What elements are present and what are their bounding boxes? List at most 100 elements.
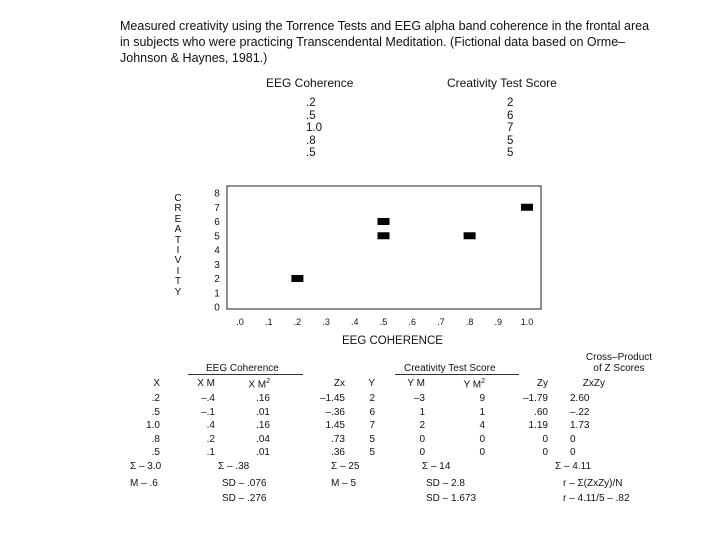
- table-eeg-header: EEG Coherence: [206, 363, 279, 374]
- table-cell-x: .8: [151, 433, 160, 445]
- col-header-ym: Y M: [407, 378, 425, 389]
- col-header-xm2-sup: 2: [266, 378, 270, 385]
- raw-creativity-value: 2: [507, 97, 514, 109]
- sd2-x: SD – .076: [222, 478, 267, 489]
- raw-eeg-value: .2: [306, 97, 316, 109]
- table-creativity-header: Creativity Test Score: [404, 363, 496, 374]
- table-cell-xm: –.1: [201, 406, 215, 418]
- table-cell-zxzy: –.22: [570, 406, 590, 418]
- table-cell-xm: –.4: [201, 393, 215, 404]
- raw-eeg-header: EEG Coherence: [266, 76, 354, 90]
- data-point: [521, 203, 533, 211]
- table-cell-ym: 0: [419, 433, 425, 445]
- col-header-ym2-text: Y M: [463, 379, 482, 391]
- table-cell-zx: .36: [331, 447, 345, 458]
- table-cell-ym: –3: [413, 393, 425, 404]
- table-cell-zxzy: 0: [570, 433, 576, 445]
- table-cell-ym: 2: [419, 420, 425, 431]
- raw-eeg-value: 1.0: [306, 122, 322, 135]
- y-tick-label: 1: [214, 288, 220, 299]
- x-tick-label: .6: [408, 317, 416, 327]
- table-cell-zx: –1.45: [319, 393, 345, 404]
- cross-product-line: Cross–Product: [585, 352, 653, 363]
- cross-product-line: of Z Scores: [593, 363, 645, 374]
- y-axis-letter: A: [174, 224, 182, 236]
- sum-y: Σ – 25: [331, 461, 360, 472]
- x-tick-label: 1.0: [521, 317, 534, 327]
- table-cell-zy: .60: [534, 406, 548, 418]
- table-cell-xm: .2: [206, 433, 215, 445]
- table-cell-ym: 0: [419, 447, 425, 458]
- table-cell-ym2: 0: [479, 433, 485, 445]
- x-tick-label: .8: [466, 317, 474, 327]
- plot-frame: [226, 185, 542, 310]
- col-header-xm: X M: [197, 378, 215, 389]
- y-tick-label: 7: [214, 203, 220, 214]
- col-header-ym2: Y M2: [450, 378, 485, 390]
- table-cell-zy: 1.19: [528, 420, 548, 431]
- table-cell-x: .2: [151, 393, 160, 404]
- table-cell-zy: –1.79: [522, 393, 548, 404]
- table-cell-ym2: 4: [479, 420, 485, 431]
- x-tick-label: .2: [294, 317, 302, 327]
- table-cell-xm: .4: [206, 420, 215, 431]
- y-tick-label: 3: [214, 260, 220, 271]
- col-header-ym2-sup: 2: [481, 378, 485, 385]
- y-axis-letter: I: [176, 245, 180, 257]
- table-cell-ym: 1: [419, 406, 425, 418]
- table-cell-x: 1.0: [146, 420, 160, 431]
- table-cell-xm2: .16: [256, 420, 270, 431]
- table-cell-zy: 0: [542, 433, 548, 445]
- x-tick-label: .3: [322, 317, 330, 327]
- y-axis-letter: I: [176, 265, 180, 277]
- table-cell-ym2: 0: [479, 447, 485, 458]
- col-header-xm2: X M2: [230, 378, 270, 390]
- sd-x: SD – .276: [222, 493, 267, 504]
- figure-caption: Measured creativity using the Torrence T…: [120, 19, 650, 65]
- mean-y: M – 5: [331, 478, 357, 489]
- raw-creativity-value: 6: [507, 109, 514, 122]
- table-cell-zxzy: 1.73: [570, 420, 590, 431]
- table-cell-y: 5: [369, 433, 375, 445]
- x-tick-label: .7: [437, 317, 445, 327]
- raw-creativity-values: 2 6 7 5 5: [507, 97, 513, 160]
- table-cell-xm2: .01: [256, 447, 270, 458]
- raw-creativity-header: Creativity Test Score: [447, 76, 557, 90]
- table-cell-zx: –.36: [325, 406, 345, 418]
- data-point: [291, 275, 304, 282]
- y-axis-letter: E: [174, 213, 182, 225]
- x-tick-label: .9: [495, 317, 503, 327]
- mean-x: M – .6: [130, 478, 158, 489]
- y-tick-label: 0: [214, 303, 220, 314]
- col-header-zxzy: ZxZy: [582, 378, 605, 389]
- raw-eeg-value: .8: [306, 134, 316, 147]
- table-cell-xm: .1: [206, 447, 215, 458]
- table-cell-zx: .73: [331, 433, 345, 445]
- y-axis-letter: R: [174, 203, 182, 215]
- y-tick-label: 5: [214, 231, 220, 242]
- table-cell-y: 7: [369, 420, 375, 431]
- y-tick-label: 6: [214, 217, 220, 228]
- table-cell-y: 5: [369, 447, 375, 458]
- y-tick-label: 4: [214, 246, 220, 257]
- table-cell-xm2: .01: [256, 406, 270, 418]
- col-header-zx: Zx: [333, 378, 345, 389]
- table-cell-ym2: 1: [479, 406, 485, 418]
- r-formula: r – Σ(ZxZy)/N: [563, 478, 623, 489]
- x-axis-label: EEG COHERENCE: [342, 335, 443, 347]
- sd2-y: SD – 2.8: [426, 478, 465, 489]
- sum-x: Σ – 3.0: [130, 461, 162, 472]
- creativity-header-rule: [395, 374, 519, 375]
- sd-y: SD – 1.673: [426, 493, 477, 504]
- x-tick-label: .5: [380, 317, 388, 327]
- x-tick-label: .1: [265, 317, 273, 327]
- table-cell-y: 6: [369, 406, 375, 418]
- raw-creativity-value: 5: [507, 134, 514, 147]
- y-axis-letter: V: [174, 255, 182, 267]
- x-tick-label: .0: [236, 317, 244, 327]
- data-point: [377, 218, 390, 225]
- data-point: [377, 232, 390, 240]
- table-cell-zxzy: 2.60: [570, 393, 590, 404]
- table-cell-x: .5: [151, 406, 160, 418]
